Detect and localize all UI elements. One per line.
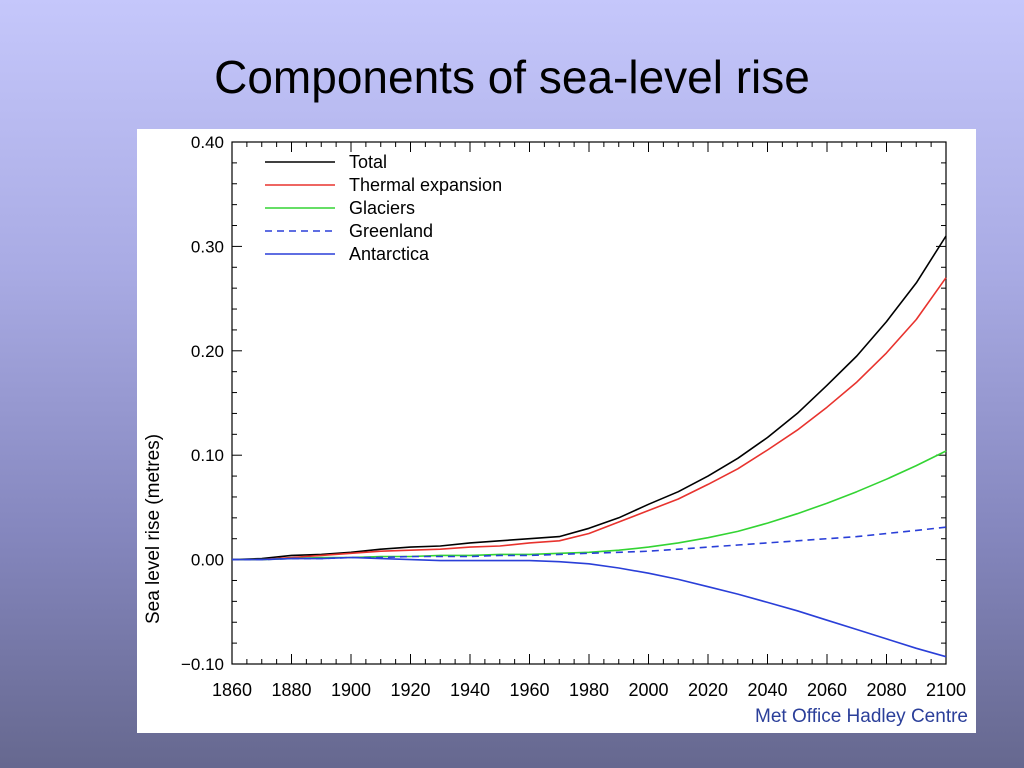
axes: 1860 1880 1900 1920 1940 1960 1980 2000 2020 2040… [181, 133, 966, 700]
legend-label-greenland: Greenland [349, 221, 433, 241]
series-line-antarctica [232, 556, 947, 658]
x-tick-label: 2020 [688, 680, 728, 700]
chart-panel: 1860 1880 1900 1920 1940 1960 1980 2000 2020 2040… [137, 129, 976, 733]
y-tick-label: 0.30 [191, 237, 224, 256]
y-tick-label: 0.10 [191, 446, 224, 465]
legend-label-antarctica: Antarctica [349, 244, 430, 264]
x-tick-label: 2060 [807, 680, 847, 700]
x-tick-label: 1880 [271, 680, 311, 700]
x-tick-label: 2040 [747, 680, 787, 700]
slide-title: Components of sea-level rise [214, 51, 810, 103]
series-line-glaciers [232, 450, 947, 561]
legend-label-glaciers: Glaciers [349, 198, 415, 218]
source-credit: Met Office Hadley Centre [755, 706, 968, 727]
y-axis-label: Sea level rise (metres) [143, 434, 164, 624]
x-tick-label: 2000 [628, 680, 668, 700]
x-tick-label: 1980 [569, 680, 609, 700]
y-tick-label: 0.40 [191, 133, 224, 152]
legend: Total Thermal expansion Glaciers Greenland A… [265, 152, 502, 264]
sea-level-chart: 1860 1880 1900 1920 1940 1960 1980 2000 2020 2040… [143, 133, 966, 700]
y-tick-label: −0.10 [181, 655, 224, 674]
x-tick-label: 1860 [212, 680, 252, 700]
legend-label-thermal-expansion: Thermal expansion [349, 175, 502, 195]
series-line-total [231, 235, 947, 561]
series-line-thermal-expansion [232, 277, 947, 561]
x-tick-label: 1920 [390, 680, 430, 700]
series-lines [231, 235, 947, 658]
x-tick-label: 1900 [331, 680, 371, 700]
x-tick-label: 1960 [509, 680, 549, 700]
x-tick-label: 2080 [866, 680, 906, 700]
plot-frame [231, 141, 947, 665]
legend-label-total: Total [349, 152, 387, 172]
x-tick-label: 2100 [926, 680, 966, 700]
y-tick-label: 0.00 [191, 551, 224, 570]
y-tick-label: 0.20 [191, 342, 224, 361]
x-tick-label: 1940 [450, 680, 490, 700]
